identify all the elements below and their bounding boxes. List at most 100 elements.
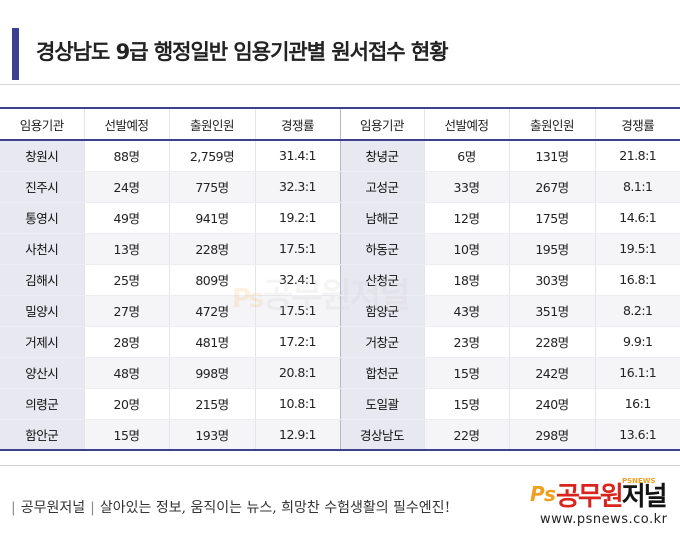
value-cell: 43명: [423, 295, 509, 327]
value-cell: 28명: [83, 326, 169, 358]
table-row: 함안군 15명 193명 12.9:1 경상남도 22명 298명 13.6:1: [0, 419, 680, 451]
region-cell: 도일괄: [339, 388, 424, 420]
value-cell: 267명: [508, 171, 595, 203]
column-header: 선발예정: [423, 107, 509, 141]
value-cell: 48명: [83, 357, 169, 389]
page-title: 경상남도 9급 행정일반 임용기관별 원서접수 현황: [36, 40, 449, 64]
value-cell: 12.9:1: [254, 419, 340, 451]
value-cell: 88명: [83, 140, 169, 172]
value-cell: 228명: [168, 233, 255, 265]
value-cell: 998명: [168, 357, 255, 389]
value-cell: 16:1: [594, 388, 680, 420]
value-cell: 298명: [508, 419, 595, 451]
logo-ps: Ps: [530, 482, 556, 506]
table-row: 양산시 48명 998명 20.8:1 합천군 15명 242명 16.1:1: [0, 357, 680, 389]
value-cell: 481명: [168, 326, 255, 358]
region-cell: 통영시: [0, 202, 84, 234]
table-body: 창원시 88명 2,759명 31.4:1 창녕군 6명 131명 21.8:1 진주시 24명 7…: [0, 140, 680, 451]
value-cell: 941명: [168, 202, 255, 234]
value-cell: 15명: [423, 388, 509, 420]
title-accent-bar: [12, 28, 19, 80]
column-header: 출원인원: [168, 107, 255, 141]
value-cell: 17.2:1: [254, 326, 340, 358]
value-cell: 32.3:1: [254, 171, 340, 203]
value-cell: 24명: [83, 171, 169, 203]
value-cell: 8.1:1: [594, 171, 680, 203]
value-cell: 193명: [168, 419, 255, 451]
value-cell: 18명: [423, 264, 509, 296]
value-cell: 809명: [168, 264, 255, 296]
value-cell: 195명: [508, 233, 595, 265]
value-cell: 21.8:1: [594, 140, 680, 172]
region-cell: 진주시: [0, 171, 84, 203]
column-header: 선발예정: [83, 107, 169, 141]
value-cell: 27명: [83, 295, 169, 327]
region-cell: 함안군: [0, 419, 84, 451]
brand-logo: Ps 공무원저널 PSNEWS: [530, 476, 676, 513]
region-cell: 경상남도: [339, 419, 424, 451]
value-cell: 303명: [508, 264, 595, 296]
value-cell: 22명: [423, 419, 509, 451]
logo-name-red: 공무원: [556, 482, 624, 512]
table-row: 통영시 49명 941명 19.2:1 남해군 12명 175명 14.6:1: [0, 202, 680, 234]
value-cell: 215명: [168, 388, 255, 420]
value-cell: 20.8:1: [254, 357, 340, 389]
value-cell: 240명: [508, 388, 595, 420]
value-cell: 472명: [168, 295, 255, 327]
region-cell: 창원시: [0, 140, 84, 172]
value-cell: 15명: [423, 357, 509, 389]
region-cell: 고성군: [339, 171, 424, 203]
value-cell: 19.5:1: [594, 233, 680, 265]
region-cell: 사천시: [0, 233, 84, 265]
table-row: 창원시 88명 2,759명 31.4:1 창녕군 6명 131명 21.8:1: [0, 140, 680, 172]
region-cell: 의령군: [0, 388, 84, 420]
value-cell: 49명: [83, 202, 169, 234]
column-header: 임용기관: [0, 107, 84, 141]
column-header: 출원인원: [508, 107, 595, 141]
region-cell: 밀양시: [0, 295, 84, 327]
region-cell: 산청군: [339, 264, 424, 296]
value-cell: 25명: [83, 264, 169, 296]
region-cell: 거제시: [0, 326, 84, 358]
value-cell: 175명: [508, 202, 595, 234]
region-cell: 거창군: [339, 326, 424, 358]
value-cell: 351명: [508, 295, 595, 327]
footer-slogan-line: | 공무원저널 | 살아있는 정보, 움직이는 뉴스, 희망찬 수험생활의 필수엔진!: [11, 500, 451, 516]
region-cell: 양산시: [0, 357, 84, 389]
value-cell: 131명: [508, 140, 595, 172]
value-cell: 17.5:1: [254, 295, 340, 327]
value-cell: 10.8:1: [254, 388, 340, 420]
value-cell: 775명: [168, 171, 255, 203]
value-cell: 15명: [83, 419, 169, 451]
value-cell: 17.5:1: [254, 233, 340, 265]
table-header-row: 임용기관 선발예정 출원인원 경쟁률 임용기관 선발예정 출원인원 경쟁률: [0, 107, 680, 141]
table-row: 밀양시 27명 472명 17.5:1 함양군 43명 351명 8.2:1: [0, 295, 680, 327]
value-cell: 13.6:1: [594, 419, 680, 451]
value-cell: 23명: [423, 326, 509, 358]
value-cell: 242명: [508, 357, 595, 389]
value-cell: 13명: [83, 233, 169, 265]
footer-brand-label: 공무원저널: [20, 500, 86, 516]
region-cell: 함양군: [339, 295, 424, 327]
value-cell: 31.4:1: [254, 140, 340, 172]
logo-small-text: PSNEWS: [622, 477, 656, 485]
value-cell: 8.2:1: [594, 295, 680, 327]
logo-name: 공무원저널: [556, 476, 668, 513]
footer-slogan: 살아있는 정보, 움직이는 뉴스, 희망찬 수험생활의 필수엔진!: [99, 500, 451, 516]
value-cell: 228명: [508, 326, 595, 358]
value-cell: 12명: [423, 202, 509, 234]
table-row: 의령군 20명 215명 10.8:1 도일괄 15명 240명 16:1: [0, 388, 680, 420]
value-cell: 32.4:1: [254, 264, 340, 296]
value-cell: 19.2:1: [254, 202, 340, 234]
region-cell: 남해군: [339, 202, 424, 234]
logo-name-black: 저널: [621, 482, 668, 512]
footer-divider: [0, 465, 680, 466]
table-row: 진주시 24명 775명 32.3:1 고성군 33명 267명 8.1:1: [0, 171, 680, 203]
competition-table: 임용기관 선발예정 출원인원 경쟁률 임용기관 선발예정 출원인원 경쟁률 창원시 88명 2,7…: [0, 107, 680, 451]
column-header: 경쟁률: [594, 107, 680, 141]
table-row: 사천시 13명 228명 17.5:1 하동군 10명 195명 19.5:1: [0, 233, 680, 265]
value-cell: 10명: [423, 233, 509, 265]
value-cell: 16.1:1: [594, 357, 680, 389]
value-cell: 6명: [423, 140, 509, 172]
value-cell: 14.6:1: [594, 202, 680, 234]
